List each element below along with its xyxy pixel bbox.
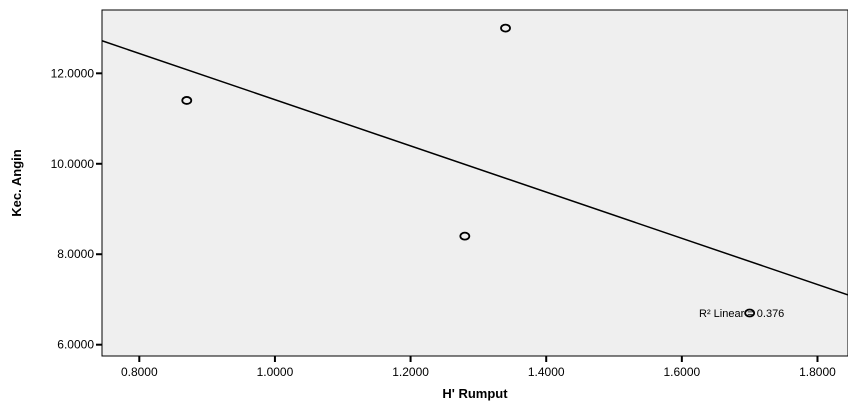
x-axis: 0.8000 1.0000 1.2000 1.4000 1.6000 1.8000 <box>121 356 836 379</box>
x-tick-label: 0.8000 <box>121 365 158 379</box>
y-axis: 6.0000 8.0000 10.0000 12.0000 <box>51 66 102 352</box>
y-tick-label: 6.0000 <box>57 338 94 352</box>
x-tick-label: 1.8000 <box>799 365 836 379</box>
points-group <box>181 23 756 318</box>
y-tick-label: 8.0000 <box>57 247 94 261</box>
y-tick-label: 10.0000 <box>51 157 95 171</box>
x-tick-label: 1.0000 <box>257 365 294 379</box>
y-tick-label: 12.0000 <box>51 66 95 80</box>
data-point <box>181 96 193 105</box>
linear-fit-line <box>101 40 848 296</box>
fit-line-group <box>101 40 848 296</box>
y-axis-title: Kec. Angin <box>9 149 24 216</box>
data-point <box>500 23 511 33</box>
r-squared-annotation: R² Linear = 0.376 <box>699 308 784 320</box>
x-axis-title: H' Rumput <box>442 386 508 401</box>
x-tick-label: 1.4000 <box>528 365 565 379</box>
plot-area <box>101 9 848 357</box>
data-point <box>744 308 756 318</box>
x-tick-label: 1.6000 <box>663 365 700 379</box>
x-tick-label: 1.2000 <box>392 365 429 379</box>
data-point <box>459 231 471 241</box>
